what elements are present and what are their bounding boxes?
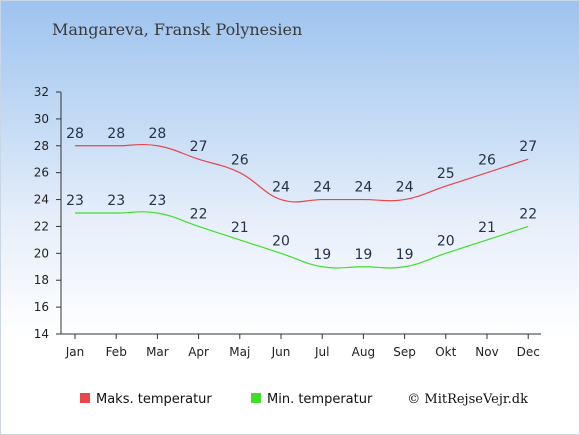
max-data-label: 24 [313,180,331,196]
x-tick-label: Feb [106,345,127,359]
max-data-label: 24 [272,180,290,196]
max-data-label: 24 [396,180,414,196]
y-tick-label: 16 [34,300,49,314]
y-tick-label: 20 [34,246,49,260]
min-data-label: 19 [354,247,372,263]
y-tick-label: 24 [34,193,49,207]
credit-text[interactable]: © MitRejseVejr.dk [407,392,528,407]
chart-title: Mangareva, Fransk Polynesien [52,20,303,39]
max-data-label: 28 [107,126,125,142]
x-tick-label: Jan [65,345,85,359]
x-tick-label: Jun [271,345,291,359]
x-tick-label: Apr [188,345,209,359]
x-tick-label: Mar [146,345,169,359]
legend-label-min: Min. temperatur [267,392,373,407]
legend: Maks. temperatur Min. temperatur [80,392,373,407]
y-tick-label: 30 [34,112,49,126]
max-data-label: 26 [231,153,249,169]
x-tick-label: Nov [475,345,498,359]
y-tick-label: 26 [34,166,49,180]
min-data-label: 19 [313,247,331,263]
min-data-label: 22 [190,206,208,222]
y-tick-label: 14 [34,327,49,341]
min-data-label: 20 [272,233,290,249]
max-data-label: 28 [148,126,166,142]
min-data-label: 23 [107,193,125,209]
min-data-label: 19 [396,247,414,263]
x-tick-label: Dec [517,345,540,359]
y-tick-label: 28 [34,139,49,153]
min-data-label: 22 [519,206,537,222]
y-tick-label: 18 [34,273,49,287]
max-data-label: 27 [519,139,537,155]
x-tick-label: Jul [314,345,329,359]
max-temperature-line [75,143,529,203]
min-data-label: 20 [437,233,455,249]
max-data-label: 28 [66,126,84,142]
y-tick-label: 22 [34,219,49,233]
min-temperature-line [75,211,529,269]
min-data-label: 21 [231,220,249,236]
max-data-label: 25 [437,166,455,182]
legend-swatch-max [80,393,90,403]
x-tick-label: Aug [352,345,375,359]
min-data-label: 23 [148,193,166,209]
max-data-label: 26 [478,153,496,169]
min-data-label: 23 [66,193,84,209]
max-data-label: 24 [354,180,372,196]
x-tick-label: Maj [229,345,250,359]
legend-label-max: Maks. temperatur [96,392,212,407]
y-tick-label: 32 [34,85,49,99]
max-data-label: 27 [190,139,208,155]
legend-swatch-min [251,393,261,403]
min-data-label: 21 [478,220,496,236]
x-tick-label: Okt [435,345,456,359]
x-tick-label: Sep [393,345,416,359]
